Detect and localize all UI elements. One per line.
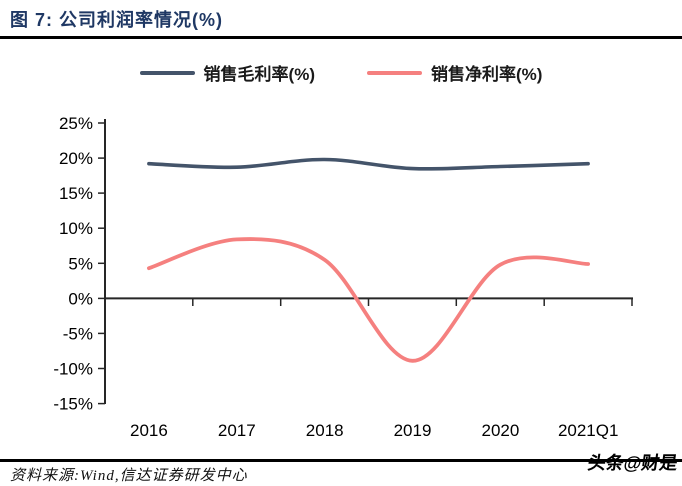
y-tick-label: 10%: [59, 219, 93, 238]
y-tick-label: 20%: [59, 149, 93, 168]
net-margin-line: [147, 237, 590, 363]
gross-margin-line: [147, 157, 590, 171]
source-note: 资料来源:Wind,信达证券研发中心: [10, 468, 248, 484]
y-axis-ticks: [98, 122, 105, 405]
page-title: 图 7: 公司利润率情况(%): [10, 10, 223, 30]
y-axis: [98, 119, 106, 405]
net-margin-line-swatch: [367, 70, 422, 75]
legend-item-gross-margin: 销售毛利率(%): [139, 60, 315, 85]
gross-margin-legend-label: 销售毛利率(%): [203, 65, 315, 84]
gross-margin-line-swatch: [139, 70, 195, 75]
y-tick-label: 5%: [68, 254, 93, 273]
y-tick-label: -15%: [53, 395, 93, 414]
y-tick-label: 15%: [59, 184, 93, 203]
y-tick-label: -10%: [53, 360, 93, 379]
legend-item-net-margin: 销售净利率(%): [367, 60, 542, 85]
x-tick-label: 2020: [481, 421, 519, 440]
x-tick-label: 2016: [130, 421, 168, 440]
x-axis-labels: 2016 2017 2018 2019 2020 2021Q1: [130, 421, 618, 440]
y-tick-label: 0%: [68, 289, 93, 308]
y-tick-label: -5%: [63, 324, 93, 343]
chart-legend: 销售毛利率(%) 销售净利率(%): [0, 60, 682, 85]
x-tick-label: 2021Q1: [558, 421, 619, 440]
net-margin-legend-label: 销售净利率(%): [431, 65, 543, 84]
watermark: 头条@财是: [586, 453, 680, 473]
x-axis: [104, 297, 633, 306]
x-tick-label: 2017: [218, 421, 256, 440]
y-tick-label: 25%: [59, 114, 93, 133]
x-tick-label: 2018: [306, 421, 344, 440]
title-rule: [0, 36, 682, 39]
footer-rule: [0, 459, 682, 462]
x-tick-label: 2019: [394, 421, 432, 440]
x-axis-ticks: [192, 298, 633, 306]
y-axis-labels: 25% 20% 15% 10% 5% 0% -5% -10% -15%: [53, 114, 93, 414]
